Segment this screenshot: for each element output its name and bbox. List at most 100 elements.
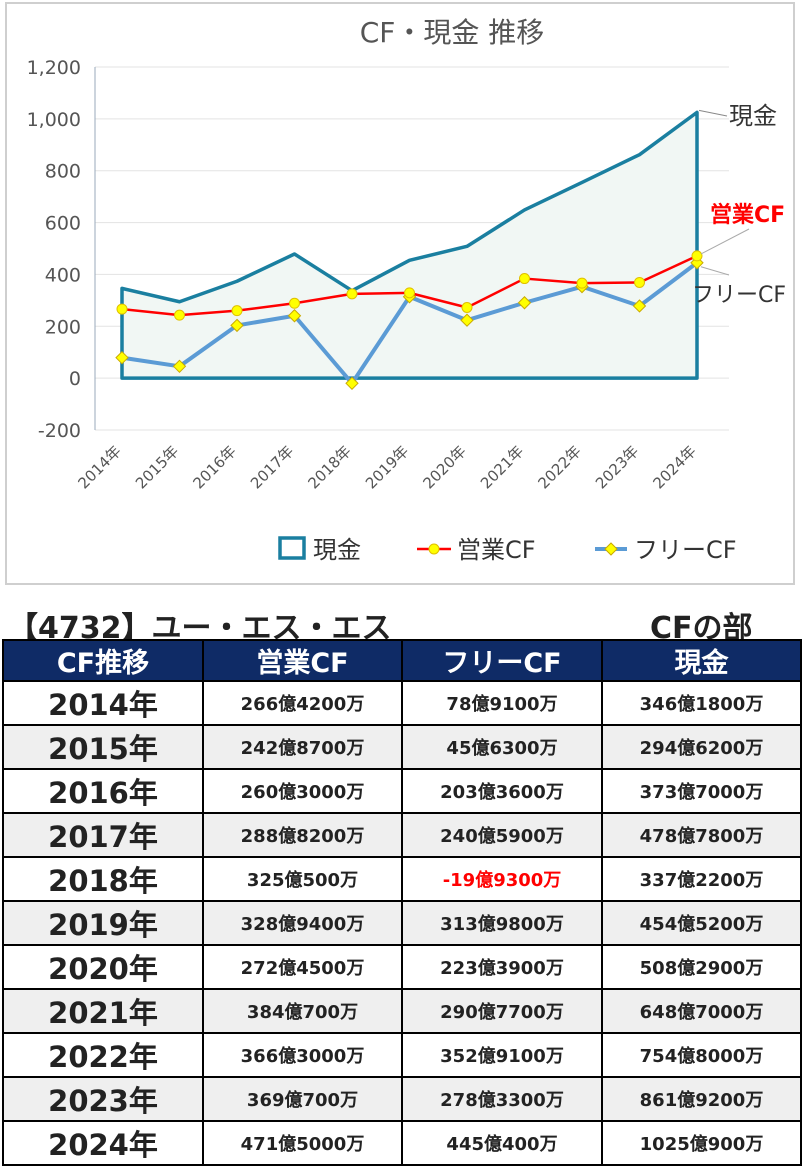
operating-cf-point [461,302,473,314]
operating-cf-point [289,297,300,309]
free-cf-cell: 313億9800万 [401,900,603,946]
free-cf-point [460,313,474,327]
free-cf-cell: 240億5900万 [401,812,603,858]
y-tick-label: 400 [45,264,81,286]
year-cell: 2018年 [2,856,204,902]
x-tick-label: 2015年 [132,442,182,492]
section-header: 【4732】ユー・エス・エス CFの部 [8,603,798,646]
operating-cf-point [116,303,128,315]
operating-cf-point [576,277,588,289]
x-tick-label: 2024年 [649,442,699,492]
table-row: 2015年 242億8700万 45億6300万 294億6200万 [2,724,802,770]
free-cf-cell: 78億9100万 [401,680,603,726]
free-cf-cell: -19億9300万 [401,856,603,902]
free-cf-cell: 223億3900万 [401,944,603,990]
free-cf-point [230,318,244,333]
operating-cf-point [404,287,415,299]
x-tick-label: 2016年 [189,442,239,492]
operating-cf-cell: 384億700万 [202,988,403,1034]
year-cell: 2022年 [2,1032,204,1078]
cf-cash-chart: CF・現金 推移 -200 0 200 400 600 800 1,000 1,200 2014… [27,16,786,564]
y-tick-label: 1,000 [27,109,81,131]
cash-cell: 1025億900万 [601,1120,802,1166]
free-cf-cell: 352億9100万 [401,1032,603,1078]
table-row: 2016年 260億3000万 203億3600万 373億7000万 [2,768,802,814]
leader-line [698,109,728,117]
x-tick-label: 2022年 [534,442,584,492]
end-label-free-cf: フリーCF [692,283,786,308]
y-tick-label: 0 [69,368,81,390]
col-header-free-cf: フリーCF [401,639,603,682]
cash-cell: 346億1800万 [601,680,802,726]
cash-cell: 508億2900万 [601,944,802,990]
x-tick-label: 2018年 [304,442,354,492]
operating-cf-cell: 328億9400万 [202,900,403,946]
y-tick-label: 800 [45,161,81,183]
operating-cf-point [174,309,185,321]
operating-cf-point [231,305,243,317]
y-tick-label: 1,200 [27,57,81,79]
table-row: 2018年 325億500万 -19億9300万 337億2200万 [2,856,802,902]
x-tick-label: 2019年 [362,442,412,492]
end-label-operating-cf: 営業CF [710,202,785,228]
y-tick-label: 200 [45,316,81,338]
year-cell: 2023年 [2,1076,204,1122]
cash-cell: 648億7000万 [601,988,802,1034]
table-row: 2023年 369億700万 278億3300万 861億9200万 [2,1076,802,1122]
cash-area [120,110,699,380]
operating-cf-cell: 369億700万 [202,1076,403,1122]
x-tick-label: 2023年 [592,442,642,492]
leader-line [700,228,750,255]
col-header-cash: 現金 [601,639,802,682]
operating-cf-cell: 242億8700万 [202,724,403,770]
cash-cell: 294億6200万 [601,724,802,770]
free-cf-point [115,350,129,365]
free-cf-cell: 290億7700万 [401,988,603,1034]
free-cf-point [345,376,359,391]
legend-marker-operating-cf [428,543,440,555]
year-cell: 2021年 [2,988,204,1034]
chart-frame: CF・現金 推移 -200 0 200 400 600 800 1,000 1,200 2014… [5,2,795,585]
operating-cf-cell: 366億3000万 [202,1032,403,1078]
legend-label-cash: 現金 [313,536,361,564]
operating-cf-cell: 288億8200万 [202,812,403,858]
year-cell: 2016年 [2,768,204,814]
free-cf-point [632,299,647,313]
cash-cell: 861億9200万 [601,1076,802,1122]
free-cf-cell: 278億3300万 [401,1076,603,1122]
year-cell: 2014年 [2,680,204,726]
legend-label-operating-cf: 営業CF [457,536,536,564]
operating-cf-point [691,250,703,262]
year-cell: 2019年 [2,900,204,946]
legend-swatch-cash [278,536,306,560]
cash-cell: 478億7800万 [601,812,802,858]
table-row: 2022年 366億3000万 352億9100万 754億8000万 [2,1032,802,1078]
y-tick-label: 600 [45,213,81,235]
operating-cf-point [634,276,645,288]
operating-cf-cell: 272億4500万 [202,944,403,990]
x-tick-label: 2014年 [74,442,124,492]
operating-cf-cell: 471億5000万 [202,1120,403,1166]
table-row: 2021年 384億700万 290億7700万 648億7000万 [2,988,802,1034]
table-row: 2019年 328億9400万 313億9800万 454億5200万 [2,900,802,946]
free-cf-cell: 203億3600万 [401,768,603,814]
cash-cell: 337億2200万 [601,856,802,902]
chart-title: CF・現金 推移 [360,16,545,49]
table-row: 2024年 471億5000万 445億400万 1025億900万 [2,1120,802,1166]
year-cell: 2020年 [2,944,204,990]
free-cf-point [287,309,302,323]
table-header-row: CF推移 営業CF フリーCF 現金 [2,639,802,682]
x-tick-label: 2020年 [419,442,469,492]
operating-cf-cell: 325億500万 [202,856,403,902]
operating-cf-cell: 266億4200万 [202,680,403,726]
leader-line [700,266,730,276]
legend-marker-free-cf [604,542,618,556]
year-cell: 2017年 [2,812,204,858]
year-cell: 2024年 [2,1120,204,1166]
free-cf-point [517,296,532,310]
table-row: 2014年 266億4200万 78億9100万 346億1800万 [2,680,802,726]
operating-cf-point [346,288,358,300]
x-tick-label: 2017年 [247,442,297,492]
free-cf-point [172,359,187,374]
cash-cell: 454億5200万 [601,900,802,946]
